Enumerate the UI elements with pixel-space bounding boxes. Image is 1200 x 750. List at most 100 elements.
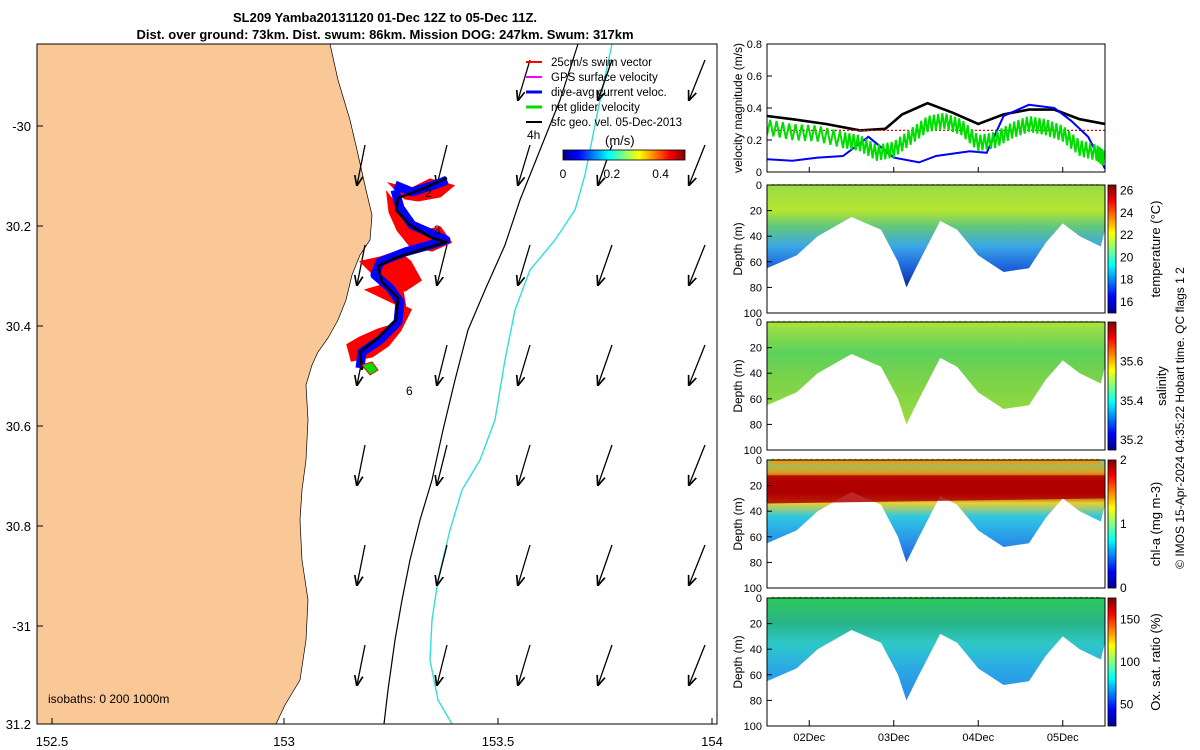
geo-velocity-arrow (598, 644, 613, 685)
geo-velocity-arrow (437, 544, 448, 585)
geo-velocity-arrow (357, 144, 366, 185)
legend-gps-label: GPS surface velocity (551, 72, 658, 84)
isobath-200m (383, 44, 579, 724)
velocity-series-line (767, 113, 1105, 166)
section-ylabel: Depth (m) (731, 497, 745, 550)
geo-velocity-arrow (437, 244, 448, 285)
geo-velocity-arrow (518, 644, 531, 685)
geo-velocity-arrow (518, 244, 531, 285)
section-frame (766, 321, 1106, 451)
section-xtick-label: 05Dec (1047, 732, 1079, 744)
isobath-1000m (429, 44, 613, 724)
section-frame (766, 459, 1106, 589)
section-ytick-label: 60 (750, 394, 762, 406)
geo-velocity-arrow (598, 444, 613, 485)
geo-velocity-arrow (598, 59, 613, 100)
geo-velocity-arrow (437, 644, 448, 685)
speed-colorbar-tick-label: 0.4 (652, 167, 669, 181)
section-ytick-label: 100 (744, 721, 762, 733)
section-colorbar-tick-label: 35.2 (1120, 433, 1144, 447)
section-xtick-label: 03Dec (878, 732, 910, 744)
geo-velocity-arrow (689, 444, 706, 485)
section-colorbar-label: salinity (1154, 366, 1169, 406)
legend-geo-velocity: sfc geo. vel. 05-Dec-2013 (526, 117, 682, 129)
legend-swim-vector: 25cm/s swim vector (526, 57, 652, 69)
section-ytick-label: 20 (750, 481, 762, 493)
map-ytick-label: 31.2 (6, 717, 31, 732)
velocity-ytick-label: 0.8 (747, 39, 762, 51)
legend-current-velocity: dive-avg current veloc. (526, 87, 667, 99)
legend-net-label: net glider velocity (551, 102, 640, 114)
map-ytick-label: 30.8 (6, 519, 31, 534)
geo-velocity-arrow (689, 344, 706, 385)
isobath-label: isobaths: 0 200 1000m (48, 692, 169, 706)
velocity-series-line (767, 103, 1105, 170)
section-colorbar-tick-label: 2 (1120, 453, 1127, 467)
net-glider-track (358, 176, 448, 371)
map-ytick-label: 30.2 (6, 219, 31, 234)
section-panel: 0 20 40 60 80 100 Depth (m) 16 18 20 22 24 26 tempera… (731, 180, 1163, 320)
section-colorbar-tick-label: 50 (1120, 698, 1134, 712)
geo-velocity-arrow (518, 544, 531, 585)
velocity-series (767, 101, 1105, 170)
legend-current-label: dive-avg current veloc. (551, 87, 667, 99)
section-panel: 0 20 40 60 80 100 Depth (m) 50 100 150 Ox. sat. ra… (731, 593, 1163, 733)
map-legend: 25cm/s swim vector GPS surface velocity … (526, 57, 682, 129)
section-colorbar-tick-label: 22 (1120, 228, 1134, 242)
speed-colorbar-label: (m/s) (605, 133, 635, 148)
section-xticks: 02Dec 03Dec 04Dec 05Dec (793, 720, 1079, 744)
geo-velocity-arrow (518, 344, 531, 385)
section-colorbar (1107, 597, 1117, 727)
map-xtick-label: 153.5 (482, 734, 515, 749)
waypoint-label: 2 (425, 186, 432, 200)
map-xtick-label: 153 (273, 734, 295, 749)
velocity-ytick-label: 0.6 (747, 71, 762, 83)
geo-velocity-arrow (689, 244, 706, 285)
geo-velocity-arrow (437, 444, 448, 485)
section-ytick-label: 40 (750, 506, 762, 518)
map-xtick-label: 152.5 (36, 734, 69, 749)
section-ytick-label: 60 (750, 257, 762, 269)
section-ytick-label: 60 (750, 670, 762, 682)
section-colorbar-tick-label: 20 (1120, 250, 1134, 264)
figure-title-line2: Dist. over ground: 73km. Dist. swum: 86k… (136, 27, 634, 42)
section-ytick-label: 100 (744, 445, 762, 457)
section-colorbar-tick-label: 0 (1120, 581, 1127, 595)
map-panel: 152.5 153 153.5 154-3030.230.430.630.8-3131… (6, 43, 723, 749)
section-ytick-label: 0 (756, 455, 762, 467)
section-ytick-label: 0 (756, 317, 762, 329)
section-colorbar-tick-label: 150 (1120, 612, 1140, 626)
section-frame (766, 184, 1106, 314)
geo-velocity-arrow (437, 344, 448, 385)
section-colorbar-tick-label: 26 (1120, 184, 1134, 198)
velocity-panel: 0 0.2 0.4 0.6 0.8 velocity magnitude (m/s) (731, 39, 1106, 179)
geo-velocity-arrow (598, 344, 613, 385)
section-xtick-label: 04Dec (962, 732, 994, 744)
velocity-ytick-label: 0.2 (747, 135, 762, 147)
figure-title-line1: SL209 Yamba20131120 01-Dec 12Z to 05-Dec… (232, 10, 537, 25)
section-ytick-label: 100 (744, 308, 762, 320)
section-ytick-label: 60 (750, 532, 762, 544)
velocity-axis-ticks: 0 0.2 0.4 0.6 0.8 (747, 39, 1064, 179)
section-panel: 0 20 40 60 80 100 Depth (m) 0 1 2 chl-a (mg m-3) (731, 453, 1163, 595)
section-colorbar (1107, 184, 1117, 314)
legend-net-velocity: net glider velocity (526, 102, 640, 114)
section-ylabel: Depth (m) (731, 359, 745, 412)
section-frame (766, 597, 1106, 727)
section-data-field (767, 185, 1105, 288)
section-colorbar-tick-label: 24 (1120, 206, 1134, 220)
velocity-ylabel: velocity magnitude (m/s) (731, 43, 745, 173)
section-ylabel: Depth (m) (731, 222, 745, 275)
section-ytick-label: 20 (750, 343, 762, 355)
geo-velocity-arrow (689, 644, 706, 685)
geo-velocity-arrow (357, 644, 366, 685)
section-data-field (767, 322, 1105, 425)
section-xtick-label: 02Dec (793, 732, 825, 744)
section-ytick-label: 20 (750, 619, 762, 631)
speed-colorbar-tick-label: 0 (560, 167, 567, 181)
section-colorbar (1107, 459, 1117, 589)
geo-velocity-arrow (518, 144, 531, 185)
geo-velocity-arrow (357, 544, 366, 585)
section-colorbar (1107, 321, 1117, 451)
